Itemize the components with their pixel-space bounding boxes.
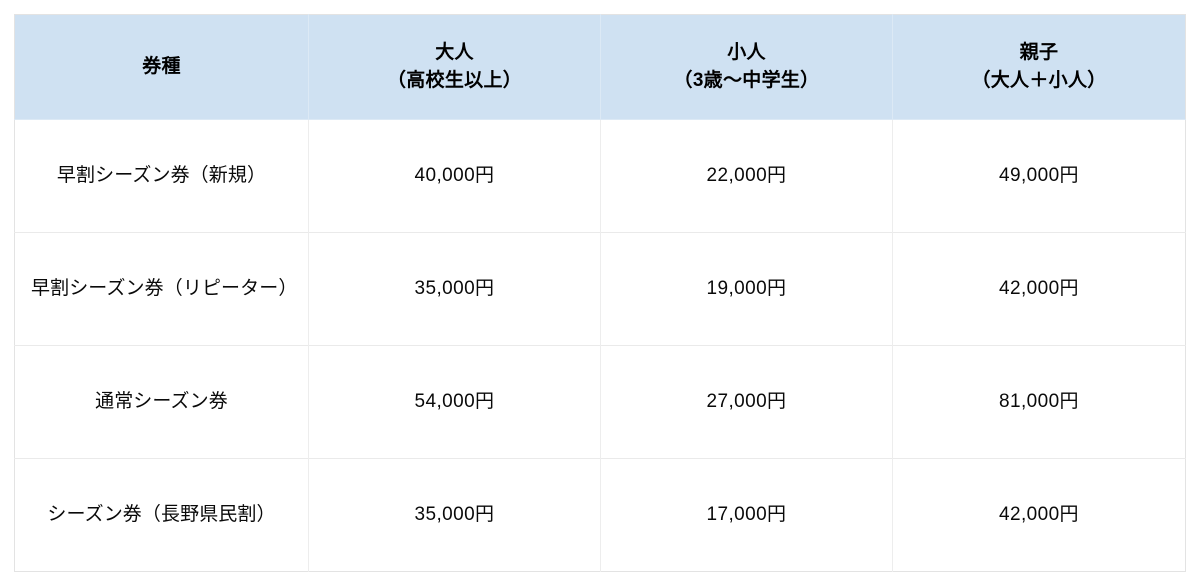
- cell-ticket-type: 早割シーズン券（新規）: [14, 119, 309, 233]
- column-header-ticket-type: 券種: [14, 14, 309, 120]
- cell-adult-price: 40,000円: [308, 119, 601, 233]
- column-header-adult: 大人 （高校生以上）: [308, 14, 601, 120]
- table-row: 早割シーズン券（リピーター） 35,000円 19,000円 42,000円: [14, 232, 1186, 346]
- cell-family-price: 42,000円: [892, 458, 1186, 572]
- cell-adult-price: 35,000円: [308, 232, 601, 346]
- column-header-child: 小人 （3歳〜中学生）: [600, 14, 893, 120]
- column-header-family: 親子 （大人＋小人）: [892, 14, 1186, 120]
- cell-family-price: 42,000円: [892, 232, 1186, 346]
- cell-child-price: 17,000円: [600, 458, 893, 572]
- table-row: 早割シーズン券（新規） 40,000円 22,000円 49,000円: [14, 119, 1186, 233]
- price-table-container: 券種 大人 （高校生以上） 小人 （3歳〜中学生） 親子 （大人＋小人） 早割シーズン…: [14, 14, 1186, 572]
- cell-child-price: 27,000円: [600, 345, 893, 459]
- table-row: シーズン券（長野県民割） 35,000円 17,000円 42,000円: [14, 458, 1186, 572]
- header-row: 券種 大人 （高校生以上） 小人 （3歳〜中学生） 親子 （大人＋小人）: [14, 14, 1186, 120]
- season-pass-price-table: 券種 大人 （高校生以上） 小人 （3歳〜中学生） 親子 （大人＋小人） 早割シーズン…: [14, 14, 1186, 572]
- table-row: 通常シーズン券 54,000円 27,000円 81,000円: [14, 345, 1186, 459]
- cell-adult-price: 35,000円: [308, 458, 601, 572]
- table-body: 早割シーズン券（新規） 40,000円 22,000円 49,000円 早割シー…: [14, 119, 1186, 572]
- cell-adult-price: 54,000円: [308, 345, 601, 459]
- cell-ticket-type: シーズン券（長野県民割）: [14, 458, 309, 572]
- cell-family-price: 81,000円: [892, 345, 1186, 459]
- cell-child-price: 22,000円: [600, 119, 893, 233]
- cell-child-price: 19,000円: [600, 232, 893, 346]
- cell-ticket-type: 早割シーズン券（リピーター）: [14, 232, 309, 346]
- cell-ticket-type: 通常シーズン券: [14, 345, 309, 459]
- table-header: 券種 大人 （高校生以上） 小人 （3歳〜中学生） 親子 （大人＋小人）: [14, 14, 1186, 120]
- cell-family-price: 49,000円: [892, 119, 1186, 233]
